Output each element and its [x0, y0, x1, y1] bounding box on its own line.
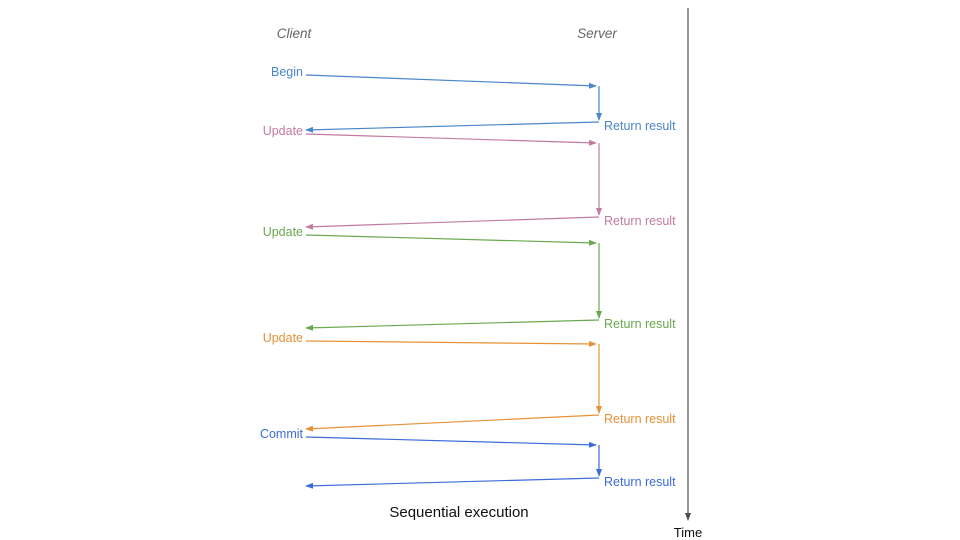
request-arrow: [305, 74, 597, 89]
message-label: Begin: [271, 65, 303, 79]
message-label: Update: [263, 124, 303, 138]
message-label: Update: [263, 331, 303, 345]
request-arrow: [305, 340, 597, 347]
return-arrow: [305, 121, 600, 133]
return-result-label: Return result: [604, 475, 676, 489]
return-result-label: Return result: [604, 119, 676, 133]
message-label: Commit: [260, 427, 304, 441]
server-column-header: Server: [577, 26, 617, 41]
return-arrow: [305, 477, 600, 489]
time-axis-label: Time: [673, 525, 703, 540]
client-column-header: Client: [276, 26, 312, 41]
return-arrow: [305, 414, 600, 432]
message-label: Update: [263, 225, 303, 239]
return-arrow: [305, 216, 600, 230]
return-arrow: [305, 319, 600, 331]
return-result-label: Return result: [604, 317, 676, 331]
diagram-title: Sequential execution: [389, 504, 529, 521]
request-arrow: [305, 436, 597, 448]
return-result-label: Return result: [604, 214, 676, 228]
request-arrow: [305, 133, 597, 146]
request-arrow: [305, 234, 597, 246]
return-result-label: Return result: [604, 412, 676, 426]
